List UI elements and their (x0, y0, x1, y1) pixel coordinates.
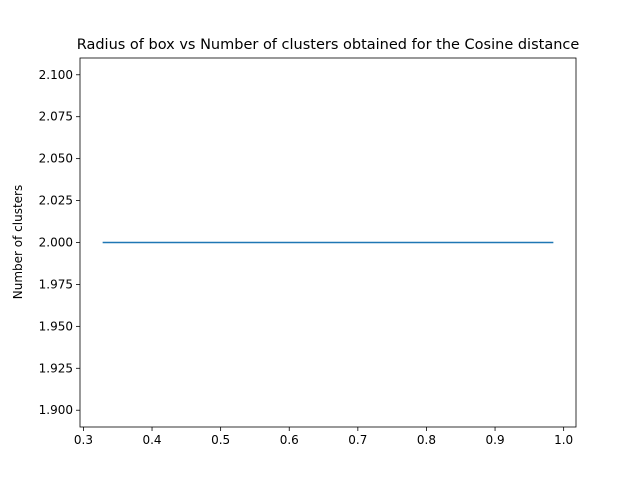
y-tick-label-6: 2.050 (39, 152, 73, 166)
chart-title: Radius of box vs Number of clusters obta… (77, 37, 580, 53)
y-tick-label-1: 1.925 (39, 361, 73, 375)
x-tick-label-6: 0.9 (486, 433, 505, 447)
x-tick-label-5: 0.8 (417, 433, 436, 447)
y-tick-label-3: 1.975 (39, 277, 73, 291)
plot-area: 0.3 0.4 0.5 0.6 0.7 0.8 0.9 1.0 1.900 1.925 1.950 1… (39, 57, 577, 447)
y-tick-label-8: 2.100 (39, 68, 73, 82)
y-tick-label-2: 1.950 (39, 319, 73, 333)
x-tick-label-1: 0.4 (142, 433, 161, 447)
x-tick-label-4: 0.7 (348, 433, 367, 447)
x-tick-label-7: 1.0 (554, 433, 573, 447)
y-tick-label-7: 2.075 (39, 110, 73, 124)
x-tick-label-0: 0.3 (74, 433, 93, 447)
x-tick-label-3: 0.6 (280, 433, 299, 447)
y-axis-label: Number of clusters (11, 185, 25, 299)
y-tick-label-4: 2.000 (39, 236, 73, 250)
axes-frame (79, 57, 577, 428)
x-tick-label-2: 0.5 (211, 433, 230, 447)
y-tick-label-0: 1.900 (39, 403, 73, 417)
y-tick-label-5: 2.025 (39, 194, 73, 208)
